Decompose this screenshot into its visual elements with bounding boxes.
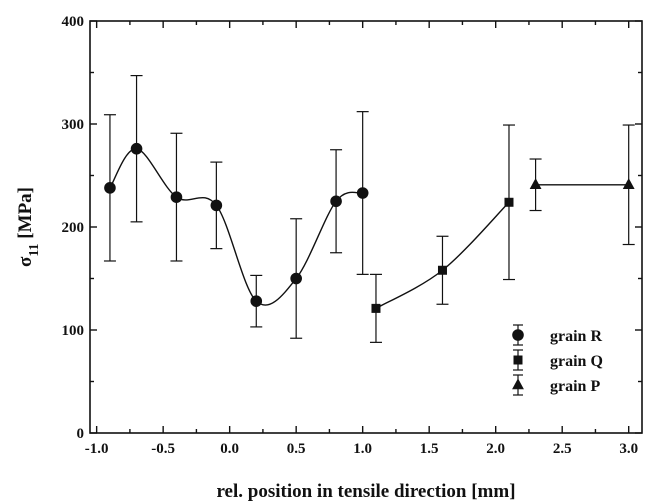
grain-r-point [330,195,342,208]
y-axis-symbol: σ [15,256,36,267]
legend-label-grain-r: grain R [550,328,602,345]
legend-label-grain-q: grain Q [550,353,603,370]
x-tick-label: 1.0 [353,441,372,457]
legend-marker-grain-p [512,378,524,390]
legend-label-grain-p: grain P [550,378,600,395]
legend: grain R grain Q grain P [512,324,603,396]
x-tick-label: 2.0 [486,441,505,457]
grain-r-line [109,148,363,306]
y-axis-title: σ11 [MPa] [15,187,42,267]
y-tick-label: 200 [62,220,85,236]
x-tick-label: 1.5 [420,441,439,457]
grain-p-point [529,178,542,189]
legend-marker-grain-r [512,329,524,341]
y-axis-unit: [MPa] [15,187,36,243]
grain-p-point [622,178,635,189]
grain-q-point [437,265,447,275]
x-axis-title: rel. position in tensile direction [mm] [216,481,515,502]
x-tick-label: -1.0 [85,441,109,457]
y-tick-label: 300 [62,117,85,133]
grain-r-point [250,295,263,307]
x-tick-label: -0.5 [151,441,175,457]
error-bars [103,74,635,343]
grain-r-point [356,187,369,199]
x-tick-label: 2.5 [553,441,572,457]
axes: -1.0 -0.5 0.0 0.5 1.0 1.5 2.0 2.5 3.0 0 100 200 300 4… [62,14,642,457]
grain-r-point [104,182,116,194]
plot-frame [89,20,643,434]
legend-marker-grain-q [513,355,523,365]
y-axis-subscript: 11 [27,243,42,256]
x-tick-label: 3.0 [619,441,638,457]
data-markers [104,142,635,313]
grain-r-point [170,191,183,203]
grain-q-point [371,303,381,313]
y-tick-label: 0 [77,426,85,442]
series-lines [109,148,629,309]
y-tick-label: 400 [62,14,85,30]
x-tick-label: 0.0 [220,441,239,457]
y-tick-label: 100 [62,323,85,339]
grain-r-point [130,142,143,155]
grain-r-point [210,199,223,212]
grain-q-point [504,197,514,207]
x-tick-label: 0.5 [287,441,306,457]
grain-r-point [290,272,302,285]
